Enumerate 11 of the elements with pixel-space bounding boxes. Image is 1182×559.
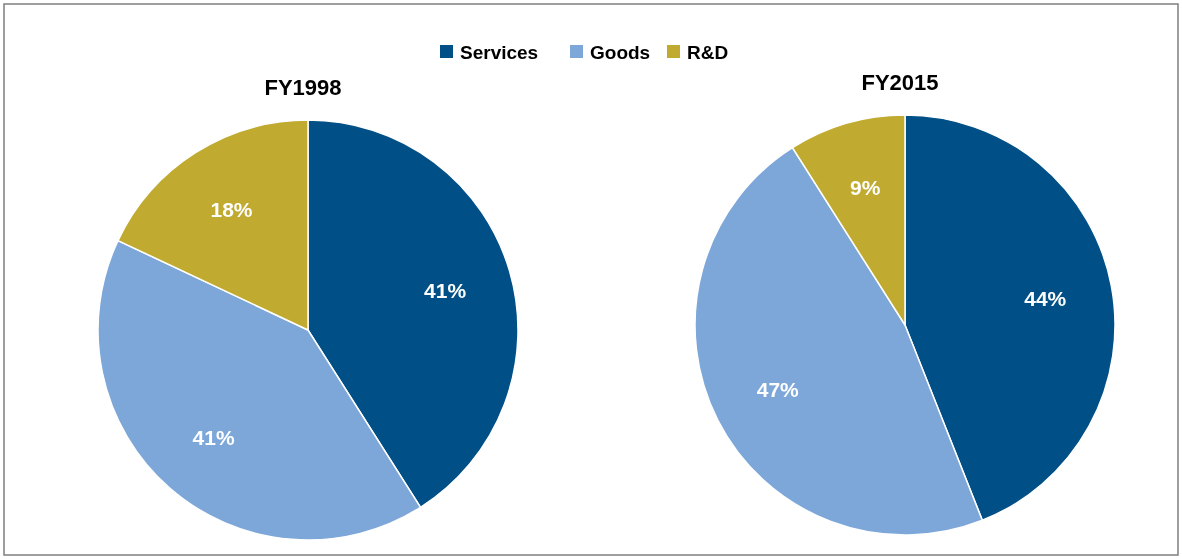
data-label: 44% xyxy=(1024,286,1067,310)
text: FY1998 xyxy=(264,75,342,100)
chart-title: FY2015 xyxy=(861,70,939,95)
data-label: 9% xyxy=(849,176,881,200)
data-label: 41% xyxy=(424,278,467,302)
legend-label: Services xyxy=(460,41,539,63)
data-label: 47% xyxy=(756,378,800,402)
data-label: 41% xyxy=(192,425,235,449)
legend-label: R&D xyxy=(687,41,729,63)
data-label: 18% xyxy=(210,197,253,221)
legend-label: Goods xyxy=(590,41,651,63)
